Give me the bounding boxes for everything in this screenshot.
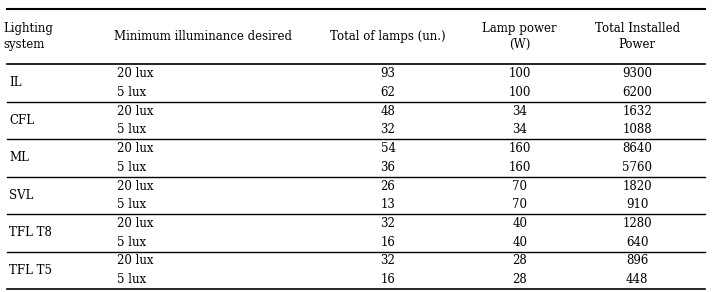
Text: 54: 54 bbox=[380, 142, 396, 155]
Text: SVL: SVL bbox=[9, 189, 33, 202]
Text: 28: 28 bbox=[513, 254, 527, 267]
Text: 13: 13 bbox=[381, 198, 395, 211]
Text: 34: 34 bbox=[512, 105, 528, 118]
Text: 28: 28 bbox=[513, 273, 527, 286]
Text: Lighting
system: Lighting system bbox=[4, 22, 53, 51]
Text: 1632: 1632 bbox=[622, 105, 652, 118]
Text: ML: ML bbox=[9, 152, 29, 164]
Text: 160: 160 bbox=[508, 161, 531, 174]
Text: 48: 48 bbox=[381, 105, 395, 118]
Text: 34: 34 bbox=[512, 123, 528, 136]
Text: 5 lux: 5 lux bbox=[117, 198, 147, 211]
Text: TFL T5: TFL T5 bbox=[9, 264, 52, 277]
Text: 20 lux: 20 lux bbox=[117, 180, 154, 192]
Text: 26: 26 bbox=[381, 180, 395, 192]
Text: 20 lux: 20 lux bbox=[117, 142, 154, 155]
Text: 1280: 1280 bbox=[622, 217, 652, 230]
Text: 6200: 6200 bbox=[622, 86, 652, 99]
Text: IL: IL bbox=[9, 77, 22, 89]
Text: 5 lux: 5 lux bbox=[117, 161, 147, 174]
Text: 62: 62 bbox=[381, 86, 395, 99]
Text: 16: 16 bbox=[381, 236, 395, 249]
Text: 70: 70 bbox=[512, 198, 528, 211]
Text: 36: 36 bbox=[380, 161, 396, 174]
Text: 32: 32 bbox=[381, 217, 395, 230]
Text: CFL: CFL bbox=[9, 114, 34, 127]
Text: Total Installed
Power: Total Installed Power bbox=[595, 22, 680, 51]
Text: 910: 910 bbox=[626, 198, 649, 211]
Text: 20 lux: 20 lux bbox=[117, 217, 154, 230]
Text: 5 lux: 5 lux bbox=[117, 273, 147, 286]
Text: Total of lamps (un.): Total of lamps (un.) bbox=[330, 30, 446, 43]
Text: 32: 32 bbox=[381, 254, 395, 267]
Text: 40: 40 bbox=[512, 217, 528, 230]
Text: 5 lux: 5 lux bbox=[117, 123, 147, 136]
Text: 40: 40 bbox=[512, 236, 528, 249]
Text: 160: 160 bbox=[508, 142, 531, 155]
Text: Minimum illuminance desired: Minimum illuminance desired bbox=[114, 30, 292, 43]
Text: 448: 448 bbox=[626, 273, 649, 286]
Text: 1820: 1820 bbox=[622, 180, 652, 192]
Text: 70: 70 bbox=[512, 180, 528, 192]
Text: 5760: 5760 bbox=[622, 161, 652, 174]
Text: 5 lux: 5 lux bbox=[117, 86, 147, 99]
Text: 20 lux: 20 lux bbox=[117, 67, 154, 80]
Text: 640: 640 bbox=[626, 236, 649, 249]
Text: 93: 93 bbox=[380, 67, 396, 80]
Text: 100: 100 bbox=[508, 67, 531, 80]
Text: 20 lux: 20 lux bbox=[117, 105, 154, 118]
Text: 32: 32 bbox=[381, 123, 395, 136]
Text: 9300: 9300 bbox=[622, 67, 652, 80]
Text: Lamp power
(W): Lamp power (W) bbox=[483, 22, 557, 51]
Text: 20 lux: 20 lux bbox=[117, 254, 154, 267]
Text: 100: 100 bbox=[508, 86, 531, 99]
Text: 1088: 1088 bbox=[622, 123, 652, 136]
Text: 5 lux: 5 lux bbox=[117, 236, 147, 249]
Text: 8640: 8640 bbox=[622, 142, 652, 155]
Text: 16: 16 bbox=[381, 273, 395, 286]
Text: 896: 896 bbox=[626, 254, 649, 267]
Text: TFL T8: TFL T8 bbox=[9, 226, 52, 239]
